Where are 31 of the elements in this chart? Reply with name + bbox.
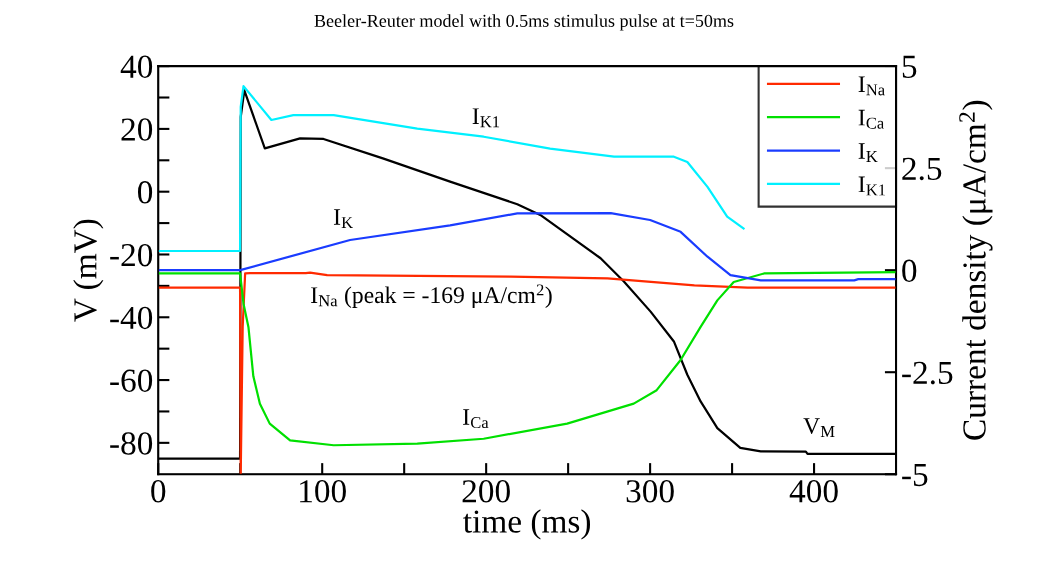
x-tick-label: 300 (626, 480, 674, 503)
x-tick-label: 400 (789, 480, 838, 503)
line-series (158, 211, 897, 282)
y-tick-label: 0 (137, 181, 153, 204)
y-axis-title: V (mV) (73, 219, 104, 322)
x-tick-label: 100 (300, 480, 346, 503)
y2-tick-label: -2.5 (902, 361, 953, 385)
annotation: V$_{M}$ (803, 418, 835, 437)
annotation: I$_{K}$ (333, 209, 353, 228)
y-tick-label: -60 (110, 369, 153, 392)
y-tick-label: -80 (110, 432, 153, 455)
chart-title: Beeler-Reuter model with 0.5ms stimulus pulse at t=50ms (314, 14, 734, 31)
legend-label: I$_{K1}$ (858, 176, 886, 196)
y-tick-label: 20 (121, 118, 153, 141)
y2-tick-label: 2.5 (902, 157, 942, 181)
y2-tick-label: 5 (902, 55, 917, 79)
legend-label: I$_{Ca}$ (858, 109, 884, 129)
annotation: I$_{Ca}$ (463, 409, 489, 429)
legend-label: I$_{Na}$ (858, 76, 885, 96)
legend-label: I$_{K}$ (858, 143, 878, 162)
y2-tick-label: 0 (902, 259, 917, 283)
y2-tick-label: -5 (902, 463, 928, 487)
x-tick-label: 200 (462, 480, 510, 503)
annotation: I$_{K1}$ (472, 108, 500, 128)
y-tick-label: 40 (120, 55, 153, 79)
line-series (158, 85, 745, 253)
x-axis-title: time (ms) (463, 509, 591, 540)
y-tick-label: -40 (110, 306, 153, 330)
y-tick-label: -20 (110, 243, 153, 267)
annotation: I$_{Na}$ (peak = -169 μA/cm$^{2}$) (311, 284, 552, 308)
y2-axis-title: Current density (μA/cm$^{2}$) (959, 100, 993, 440)
